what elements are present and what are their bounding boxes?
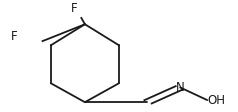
Text: F: F <box>11 30 18 43</box>
Text: N: N <box>176 81 184 94</box>
Text: F: F <box>71 2 78 15</box>
Text: OH: OH <box>207 94 225 107</box>
